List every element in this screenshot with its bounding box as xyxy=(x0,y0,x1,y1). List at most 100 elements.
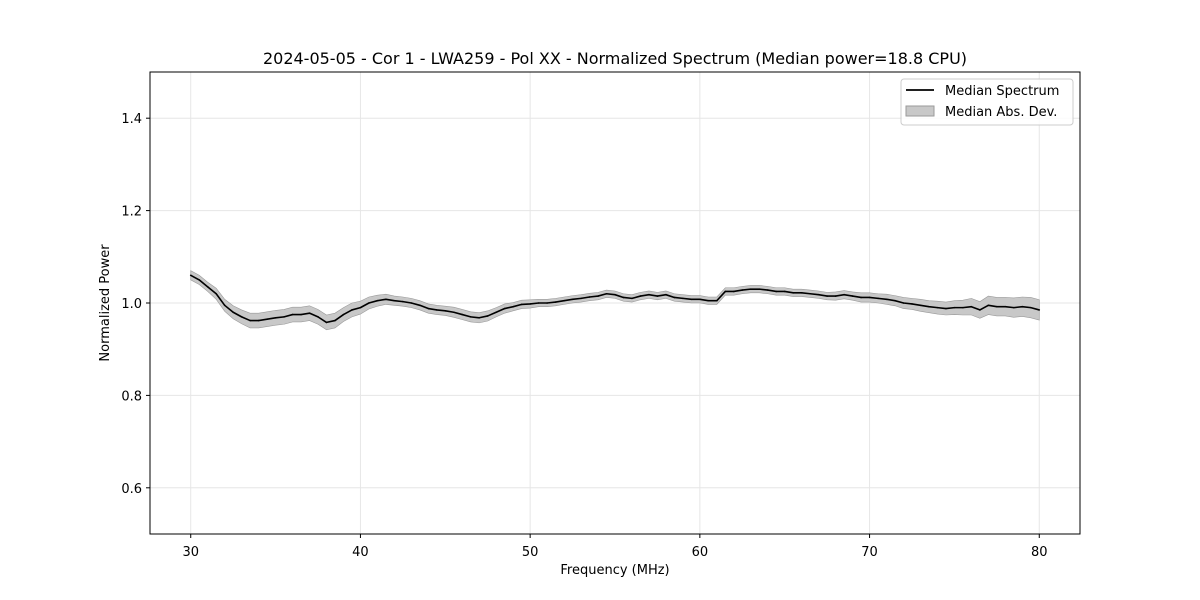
median-spectrum-point xyxy=(673,296,676,299)
median-spectrum-point xyxy=(283,316,285,318)
median-spectrum-point xyxy=(1004,305,1007,308)
median-spectrum-point xyxy=(622,296,625,299)
legend-label-median-abs-dev: Median Abs. Dev. xyxy=(945,105,1057,120)
median-spectrum-point xyxy=(919,304,922,307)
median-spectrum-point xyxy=(232,311,234,314)
x-tick-label-60: 60 xyxy=(692,545,709,560)
legend-band-swatch xyxy=(905,105,935,117)
legend-box xyxy=(900,78,1074,126)
median-spectrum-point xyxy=(520,303,523,306)
median-spectrum-point xyxy=(317,316,319,318)
median-spectrum-point xyxy=(325,321,328,324)
median-spectrum-point xyxy=(826,295,828,297)
median-spectrum-point xyxy=(928,305,930,308)
median-spectrum-point xyxy=(588,296,591,298)
median-spectrum-point xyxy=(911,303,913,305)
median-spectrum-point xyxy=(427,307,430,310)
median-spectrum-point xyxy=(1013,306,1015,309)
median-spectrum-point xyxy=(631,297,633,300)
median-spectrum-point xyxy=(597,295,599,297)
median-spectrum-point xyxy=(614,293,616,296)
median-spectrum-point xyxy=(775,290,778,293)
median-spectrum-point xyxy=(223,304,226,307)
y-axis-label: Normalized Power xyxy=(98,244,113,362)
y-tick-label-1.4: 1.4 xyxy=(121,112,142,127)
median-spectrum-point xyxy=(639,295,642,297)
median-spectrum-point xyxy=(537,302,540,304)
median-spectrum-point xyxy=(436,309,438,311)
median-spectrum-point xyxy=(902,302,905,304)
median-spectrum-point xyxy=(478,316,481,319)
median-spectrum-point xyxy=(249,319,251,322)
median-spectrum-point xyxy=(1021,305,1024,308)
median-spectrum-point xyxy=(656,295,659,297)
median-spectrum-point xyxy=(571,298,574,301)
median-spectrum-point xyxy=(342,313,345,316)
median-spectrum-point xyxy=(198,279,201,281)
median-spectrum-point xyxy=(885,298,888,301)
median-spectrum-point xyxy=(393,299,396,302)
x-tick-label-70: 70 xyxy=(861,545,878,560)
median-spectrum-point xyxy=(868,296,871,299)
median-spectrum-point xyxy=(257,319,260,322)
median-spectrum-point xyxy=(843,293,845,296)
median-spectrum-point xyxy=(860,296,862,299)
median-spectrum-point xyxy=(741,289,744,291)
median-spectrum-point xyxy=(334,319,336,322)
median-spectrum-point xyxy=(291,313,294,316)
median-spectrum-point xyxy=(503,307,506,310)
median-spectrum-point xyxy=(206,286,209,288)
plot-area xyxy=(189,270,1041,331)
median-spectrum-point xyxy=(936,306,939,309)
median-spectrum-point xyxy=(800,292,803,294)
median-spectrum-point xyxy=(215,292,217,295)
median-abs-dev-band xyxy=(190,270,1040,331)
median-spectrum-point xyxy=(402,300,404,303)
median-spectrum-point xyxy=(563,299,565,302)
median-spectrum-point xyxy=(512,305,514,308)
x-tick-label-80: 80 xyxy=(1031,545,1048,560)
median-spectrum-point xyxy=(189,274,192,277)
median-spectrum-point xyxy=(996,305,998,308)
median-spectrum-point xyxy=(410,302,413,304)
legend-label-median-spectrum: Median Spectrum xyxy=(945,84,1059,99)
median-spectrum-point xyxy=(970,305,973,308)
median-spectrum-point xyxy=(444,310,447,312)
median-spectrum-point xyxy=(308,312,311,314)
median-spectrum-point xyxy=(240,316,243,318)
y-tick-label-1.2: 1.2 xyxy=(121,205,142,220)
median-spectrum-point xyxy=(783,290,786,293)
median-spectrum-point xyxy=(359,306,362,309)
median-spectrum-point xyxy=(877,297,879,300)
median-spectrum-point xyxy=(1038,309,1041,311)
median-spectrum-point xyxy=(1029,306,1032,309)
y-tick-label-0.8: 0.8 xyxy=(121,389,142,404)
median-spectrum-point xyxy=(733,290,735,293)
median-spectrum-point xyxy=(546,302,548,304)
median-spectrum-point xyxy=(707,299,710,302)
median-spectrum-point xyxy=(529,303,531,305)
median-spectrum-point xyxy=(724,290,727,293)
median-spectrum-point xyxy=(749,288,752,290)
median-spectrum-point xyxy=(368,302,370,304)
median-spectrum-point xyxy=(580,297,582,300)
y-tick-label-0.6: 0.6 xyxy=(121,482,142,497)
median-spectrum-point xyxy=(766,289,769,291)
median-spectrum-point xyxy=(979,309,981,311)
median-spectrum-point xyxy=(809,292,811,295)
median-spectrum-point xyxy=(699,298,701,301)
median-spectrum-point xyxy=(605,292,608,295)
median-spectrum-point xyxy=(665,293,667,296)
median-spectrum-point xyxy=(419,304,421,307)
median-spectrum-point xyxy=(486,315,489,317)
median-spectrum-point xyxy=(300,313,302,316)
median-spectrum-point xyxy=(834,295,837,297)
x-tick-label-40: 40 xyxy=(352,545,369,560)
median-spectrum-point xyxy=(452,311,455,314)
median-spectrum-point xyxy=(461,313,464,316)
median-spectrum-point xyxy=(987,304,990,307)
median-spectrum-point xyxy=(351,309,353,311)
y-tick-label-1.0: 1.0 xyxy=(121,297,142,312)
median-spectrum-point xyxy=(385,298,387,301)
